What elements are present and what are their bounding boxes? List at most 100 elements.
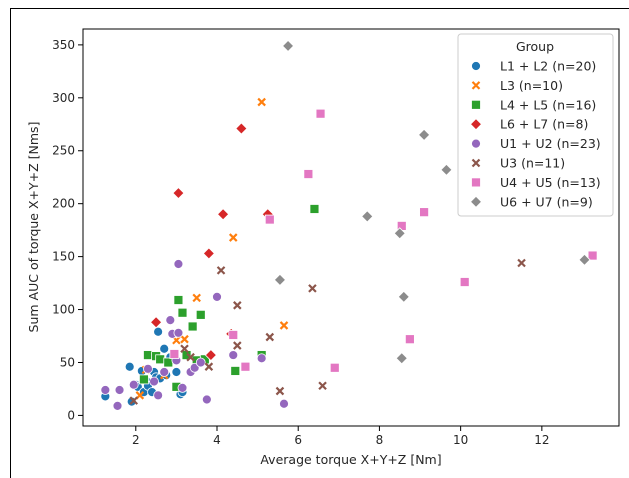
data-point-2-15 (309, 204, 320, 214)
data-point-2-6 (173, 295, 184, 305)
legend: Group L1 + L2 (n=20) L3 (n=10) L4 + L5 (n=… (457, 33, 614, 217)
data-point-2-0 (139, 374, 149, 385)
data-point-7-4 (395, 352, 408, 365)
data-point-7-5 (397, 290, 410, 303)
data-point-4-22 (279, 398, 289, 409)
data-point-4-21 (256, 353, 267, 364)
data-point-0-12 (153, 326, 164, 337)
legend-label-5: U3 (n=11) (500, 156, 565, 171)
data-point-5-3 (204, 362, 214, 371)
data-point-6-8 (404, 334, 415, 345)
data-point-6-0 (169, 349, 180, 359)
data-point-6-4 (303, 169, 314, 179)
y-tick-label-1: 50 (60, 355, 75, 369)
legend-label-2: L4 + L5 (n=16) (500, 97, 596, 112)
data-point-1-6 (228, 233, 238, 242)
data-point-4-18 (201, 394, 212, 405)
data-point-4-14 (177, 382, 188, 393)
legend-label-4: U1 + U2 (n=23) (500, 136, 601, 151)
data-point-6-1 (228, 330, 239, 340)
data-point-3-3 (202, 247, 215, 260)
legend-label-0: L1 + L2 (n=20) (500, 59, 596, 74)
data-point-3-6 (235, 122, 248, 135)
data-point-4-8 (165, 315, 176, 326)
legend-marker-3 (469, 118, 483, 131)
data-point-5-9 (308, 284, 317, 293)
legend-label-3: L6 + L7 (n=8) (500, 117, 588, 132)
legend-label-1: L3 (n=10) (500, 78, 563, 93)
data-point-4-20 (228, 350, 239, 360)
x-axis-ticks: 2 4 6 8 10 12 (132, 426, 549, 447)
data-point-2-13 (230, 366, 241, 376)
data-point-5-11 (517, 258, 526, 268)
data-point-7-1 (281, 39, 295, 53)
x-axis-label: Average torque X+Y+Z [Nm] (260, 452, 441, 467)
data-point-6-3 (264, 214, 275, 225)
data-point-5-8 (275, 386, 285, 396)
data-point-7-3 (393, 227, 406, 240)
data-point-5-6 (233, 301, 242, 310)
legend-title: Group (516, 39, 554, 54)
data-point-5-0 (129, 396, 139, 405)
data-point-2-4 (163, 357, 174, 368)
data-point-2-3 (155, 354, 166, 365)
data-point-4-6 (153, 390, 164, 401)
data-marks (100, 39, 598, 411)
data-point-5-1 (180, 344, 189, 353)
y-tick-label-6: 300 (52, 91, 75, 105)
data-point-3-4 (217, 208, 230, 221)
legend-items: L1 + L2 (n=20) L3 (n=10) L4 + L5 (n=16) L6 … (469, 59, 601, 209)
data-point-5-4 (216, 266, 226, 275)
plot-area-border (82, 28, 620, 427)
data-point-7-2 (361, 210, 374, 223)
legend-label-7: U6 + U7 (n=9) (500, 194, 593, 209)
y-tick-label-4: 200 (52, 197, 75, 211)
data-point-2-9 (187, 321, 198, 332)
frame-top-line (10, 8, 629, 9)
y-axis-ticks: 0 50 100 150 200 250 300 350 (52, 38, 83, 422)
data-point-4-2 (114, 385, 125, 395)
data-point-1-7 (257, 97, 266, 107)
data-point-5-5 (233, 341, 242, 350)
data-point-5-7 (265, 332, 275, 342)
frame-left-line (10, 8, 11, 478)
y-tick-label-3: 150 (52, 250, 75, 264)
legend-marker-7 (469, 195, 483, 208)
data-point-0-1 (124, 361, 135, 372)
legend-marker-5 (471, 158, 481, 168)
data-point-4-13 (173, 327, 184, 338)
data-point-1-4 (180, 334, 189, 344)
data-point-5-2 (186, 352, 195, 362)
data-point-4-3 (128, 379, 139, 390)
data-point-7-6 (418, 128, 431, 141)
x-tick-label-1: 4 (213, 433, 221, 447)
x-tick-label-3: 8 (376, 433, 384, 447)
data-point-4-17 (195, 357, 206, 368)
y-tick-label-0: 0 (67, 408, 75, 422)
data-point-4-12 (173, 259, 184, 269)
data-point-5-10 (318, 381, 327, 391)
data-point-2-7 (177, 307, 188, 318)
y-tick-label-2: 100 (52, 303, 75, 317)
data-point-1-8 (279, 321, 289, 330)
data-point-1-5 (192, 293, 201, 303)
y-axis-label: Sum AUC of torque X+Y+Z [Nms] (26, 122, 41, 333)
data-point-7-0 (273, 273, 287, 286)
data-point-0-17 (171, 367, 182, 377)
data-point-4-16 (189, 362, 200, 373)
data-point-2-1 (143, 350, 153, 360)
x-tick-label-0: 2 (132, 433, 140, 447)
data-point-3-1 (172, 187, 185, 200)
data-point-4-1 (112, 400, 123, 411)
y-tick-label-5: 250 (52, 144, 75, 158)
data-point-0-14 (159, 343, 170, 354)
data-point-6-2 (240, 361, 251, 372)
legend-box (457, 33, 614, 217)
data-point-6-9 (419, 207, 429, 218)
legend-label-6: U4 + U5 (n=13) (500, 175, 601, 190)
data-point-6-11 (587, 250, 598, 261)
data-point-4-4 (143, 363, 153, 374)
data-point-6-6 (329, 362, 340, 373)
x-tick-label-5: 12 (534, 433, 549, 447)
